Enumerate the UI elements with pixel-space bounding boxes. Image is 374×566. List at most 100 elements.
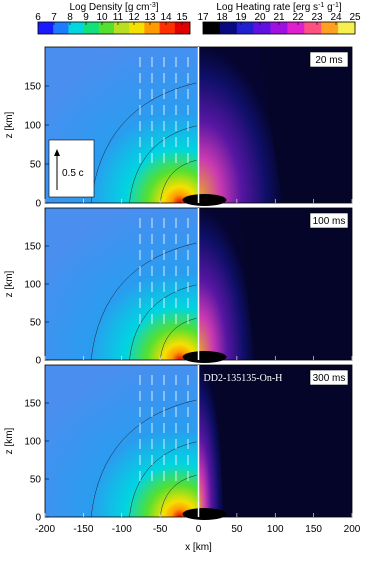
y-tick-label: 100 bbox=[24, 437, 41, 448]
colorbar-tick-label: 23 bbox=[311, 12, 323, 23]
y-tick-label: 0 bbox=[35, 513, 41, 524]
colorbar-tick-label: 6 bbox=[35, 12, 41, 23]
x-tick-label: -100 bbox=[112, 524, 132, 535]
colorbar-swatch bbox=[114, 22, 130, 34]
colorbar-swatch bbox=[236, 22, 254, 34]
panel: 0 50 100 150 z [km] 20 ms 0.5 c bbox=[4, 46, 353, 210]
colorbar-tick-label: 12 bbox=[128, 12, 140, 23]
colorbar-swatch bbox=[144, 22, 160, 34]
colorbar-tick-label: 11 bbox=[113, 12, 124, 23]
colorbar-swatch bbox=[98, 22, 115, 34]
colorbar-swatch bbox=[129, 22, 145, 34]
model-label: DD2-135135-On-H bbox=[204, 373, 283, 384]
y-axis-label: z [km] bbox=[4, 111, 15, 138]
time-label: 300 ms bbox=[313, 373, 346, 384]
x-tick-label: -150 bbox=[73, 524, 93, 535]
colorbar-swatch bbox=[203, 22, 221, 34]
contour bbox=[129, 125, 197, 204]
y-tick-label: 50 bbox=[30, 475, 42, 486]
y-axis-label: z [km] bbox=[4, 270, 15, 297]
colorbar-tick-label: 22 bbox=[292, 12, 304, 23]
colorbar-tick-label: 21 bbox=[273, 12, 285, 23]
y-tick-label: 150 bbox=[24, 82, 41, 93]
title-part: ] bbox=[339, 2, 342, 13]
title-part: -1 bbox=[318, 2, 324, 9]
colorbar-swatch bbox=[304, 22, 322, 34]
panel: 0 50 100 150 z [km] 100 ms bbox=[4, 207, 353, 367]
contour bbox=[159, 474, 197, 518]
y-tick-label: 50 bbox=[30, 318, 42, 329]
title-part: ] bbox=[156, 2, 159, 13]
arrow-legend-head bbox=[54, 149, 60, 156]
contour bbox=[129, 284, 197, 361]
title-part: g bbox=[324, 2, 332, 13]
colorbar-tick-label: 8 bbox=[67, 12, 73, 23]
y-tick-label: 100 bbox=[24, 280, 41, 291]
colorbar-tick-label: 13 bbox=[144, 12, 156, 23]
panel: 0 50 100 150 z [km] 300 ms DD2-135135-On-H bbox=[4, 364, 353, 524]
time-label-box bbox=[309, 212, 349, 229]
x-tick-label: -50 bbox=[153, 524, 168, 535]
y-tick-label: 150 bbox=[24, 399, 41, 410]
colorbar-swatch bbox=[174, 22, 191, 34]
heating-region bbox=[198, 47, 283, 203]
y-tick-label: 100 bbox=[24, 121, 41, 132]
time-label: 100 ms bbox=[313, 216, 346, 227]
colorbar-tick-label: 18 bbox=[216, 12, 228, 23]
title-part: Log Heating rate [erg s bbox=[216, 2, 318, 13]
colorbar-swatch bbox=[338, 22, 356, 34]
x-axis-label: x [km] bbox=[185, 542, 212, 553]
title-part: -3 bbox=[150, 2, 156, 9]
time-label-box bbox=[309, 51, 349, 68]
contour bbox=[159, 159, 197, 204]
title-part: -1 bbox=[333, 2, 339, 9]
contour bbox=[90, 399, 197, 518]
colorbar-swatch bbox=[219, 22, 238, 34]
title-part: Log Density [g cm bbox=[69, 2, 149, 13]
x-tick-label: 0 bbox=[196, 524, 202, 535]
torus-core bbox=[182, 508, 227, 520]
y-tick-label: 0 bbox=[35, 356, 41, 367]
colorbar-title: Log Density [g cm-3] bbox=[69, 2, 158, 13]
x-tick-label: 150 bbox=[305, 524, 322, 535]
x-tick-label: 50 bbox=[231, 524, 243, 535]
colorbar-swatch bbox=[53, 22, 69, 34]
contour bbox=[129, 441, 197, 518]
torus-core bbox=[182, 194, 227, 206]
heating-region bbox=[198, 208, 255, 360]
colorbar-swatch bbox=[270, 22, 288, 34]
heating-map bbox=[198, 365, 352, 517]
colorbar-frame bbox=[37, 21, 191, 35]
y-tick-label: 150 bbox=[24, 242, 41, 253]
contour bbox=[159, 317, 197, 361]
colorbar-tick-label: 14 bbox=[160, 12, 172, 23]
arrow-legend-label: 0.5 c bbox=[62, 168, 84, 179]
colorbar-tick-label: 15 bbox=[176, 12, 188, 23]
torus-core bbox=[182, 351, 227, 363]
x-tick-label: 100 bbox=[267, 524, 284, 535]
colorbar-swatch bbox=[253, 22, 271, 34]
y-axis-label: z [km] bbox=[4, 427, 15, 454]
colorbar-tick-label: 9 bbox=[83, 12, 89, 23]
colorbar-swatch bbox=[38, 22, 54, 34]
heating-region bbox=[198, 365, 224, 517]
colorbar-swatch bbox=[159, 22, 176, 34]
time-label: 20 ms bbox=[315, 55, 342, 66]
y-tick-label: 0 bbox=[35, 199, 41, 210]
colorbar-tick-label: 19 bbox=[235, 12, 247, 23]
colorbar-tick-label: 25 bbox=[349, 12, 361, 23]
colorbar-swatch bbox=[83, 22, 100, 34]
colorbar-tick-label: 10 bbox=[96, 12, 108, 23]
time-label-box bbox=[309, 369, 349, 386]
colorbar-tick-label: 7 bbox=[51, 12, 57, 23]
contour bbox=[90, 82, 197, 204]
colorbar-swatch bbox=[287, 22, 305, 34]
x-tick-label: 200 bbox=[344, 524, 361, 535]
colorbar-title: Log Heating rate [erg s-1 g-1] bbox=[216, 2, 342, 13]
y-tick-label: 50 bbox=[30, 160, 42, 171]
colorbar-tick-label: 17 bbox=[197, 12, 209, 23]
colorbar-tick-label: 24 bbox=[330, 12, 342, 23]
colorbar-swatch bbox=[321, 22, 339, 34]
x-tick-label: -200 bbox=[35, 524, 55, 535]
